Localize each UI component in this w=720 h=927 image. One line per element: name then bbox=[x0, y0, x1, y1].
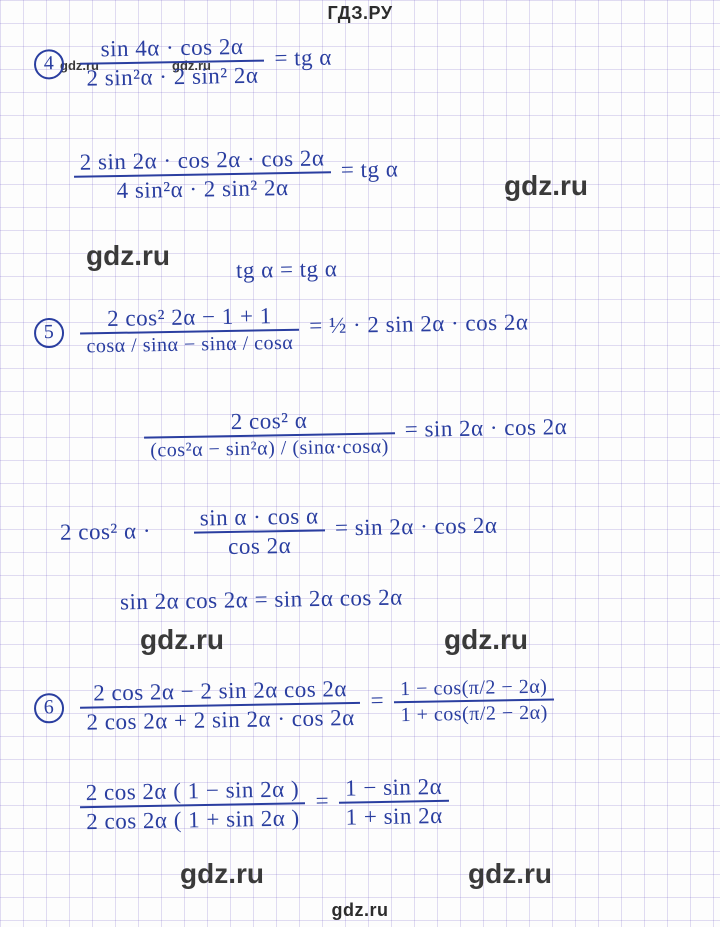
problem-4-line-1: 4 sin 4α · cos 2α 2 sin²α · 2 sin² 2α = … bbox=[34, 33, 333, 90]
eq-text: tg α = tg α bbox=[236, 256, 338, 283]
eq-text: 2 cos² α · bbox=[60, 518, 151, 545]
problem-6-line-2: 2 cos 2α ( 1 − sin 2α ) 2 cos 2α ( 1 + s… bbox=[76, 775, 453, 834]
watermark: gdz.ru bbox=[140, 624, 224, 656]
rhs-frac-bot: 1 + cos(π/2 − 2α) bbox=[394, 701, 554, 726]
eq-text: sin 2α cos 2α = sin 2α cos 2α bbox=[120, 585, 403, 615]
problem-5-line-4: sin 2α cos 2α = sin 2α cos 2α bbox=[120, 586, 403, 614]
equals: = bbox=[370, 688, 390, 713]
rhs: = sin 2α · cos 2α bbox=[405, 414, 568, 442]
page-header: ГДЗ.РУ bbox=[0, 3, 720, 24]
frac-top: sin 4α · cos 2α bbox=[80, 35, 264, 65]
problem-5-line-2: 2 cos² α (cos²α − sin²α) / (sinα·cosα) =… bbox=[140, 404, 568, 460]
frac-top: 2 cos² 2α − 1 + 1 bbox=[80, 304, 299, 335]
problem-number: 5 bbox=[34, 318, 65, 349]
frac-top: sin α · cos α bbox=[194, 504, 325, 533]
rhs-frac-top: 1 − cos(π/2 − 2α) bbox=[394, 677, 554, 704]
problem-5-line-3b: sin α · cos α cos 2α = sin 2α · cos 2α bbox=[190, 501, 498, 558]
watermark: gdz.ru bbox=[444, 624, 528, 656]
watermark: gdz.ru bbox=[180, 858, 264, 890]
rhs: = tg α bbox=[274, 45, 332, 71]
frac-bot: cosα / sinα − sinα / cosα bbox=[80, 331, 299, 357]
watermark: gdz.ru bbox=[468, 858, 552, 890]
frac-top: 2 cos 2α ( 1 − sin 2α ) bbox=[80, 777, 306, 808]
problem-5-line-1: 5 2 cos² 2α − 1 + 1 cosα / sinα − sinα /… bbox=[34, 300, 529, 358]
problem-4-line-2: 2 sin 2α · cos 2α · cos 2α 4 sin²α · 2 s… bbox=[70, 145, 399, 203]
equals: = bbox=[315, 788, 335, 813]
page-footer: gdz.ru bbox=[0, 900, 720, 921]
rhs-frac-bot: 1 + sin 2α bbox=[339, 802, 449, 829]
rhs: = tg α bbox=[341, 156, 399, 182]
frac-bot: 4 sin²α · 2 sin² 2α bbox=[74, 173, 331, 202]
problem-number: 6 bbox=[34, 693, 65, 724]
problem-number: 4 bbox=[34, 49, 65, 80]
rhs: = ½ · 2 sin 2α · cos 2α bbox=[309, 309, 529, 338]
frac-bot: 2 sin²α · 2 sin² 2α bbox=[80, 62, 264, 90]
frac-bot: cos 2α bbox=[194, 531, 325, 558]
problem-5-line-3a: 2 cos² α · bbox=[60, 519, 151, 544]
problem-4-line-3: tg α = tg α bbox=[236, 257, 338, 282]
frac-bot: (cos²α − sin²α) / (sinα·cosα) bbox=[144, 434, 395, 460]
watermark: gdz.ru bbox=[86, 240, 170, 272]
problem-6-line-1: 6 2 cos 2α − 2 sin 2α cos 2α 2 cos 2α + … bbox=[34, 673, 558, 734]
rhs: = sin 2α · cos 2α bbox=[335, 513, 498, 541]
watermark: gdz.ru bbox=[504, 170, 588, 202]
frac-bot: 2 cos 2α ( 1 + sin 2α ) bbox=[80, 804, 306, 833]
rhs-frac-top: 1 − sin 2α bbox=[339, 775, 449, 804]
frac-bot: 2 cos 2α + 2 sin 2α · cos 2α bbox=[80, 704, 361, 734]
